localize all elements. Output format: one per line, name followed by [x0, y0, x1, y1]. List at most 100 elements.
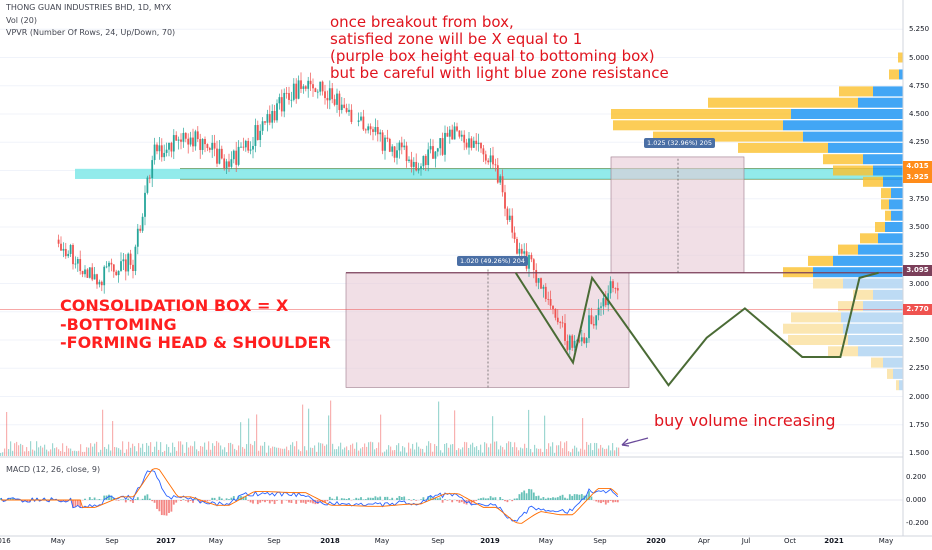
candle-body: [273, 111, 276, 121]
candle-body: [60, 243, 62, 251]
candle-body: [192, 137, 194, 147]
macd-histogram-bar: [129, 500, 132, 502]
volume-bar: [168, 446, 170, 456]
macd-indicator-label[interactable]: MACD (12, 26, close, 9): [6, 465, 101, 474]
volume-bar: [566, 441, 568, 456]
candle-body: [288, 93, 290, 100]
macd-histogram-bar: [520, 492, 523, 500]
candle-body: [403, 145, 406, 148]
macd-histogram-bar: [189, 500, 192, 501]
candle-body: [554, 308, 557, 318]
volume-bar: [122, 441, 124, 456]
volume-bar: [148, 445, 150, 456]
candle-body: [324, 91, 326, 99]
candle-body: [345, 107, 348, 112]
volume-bar: [498, 449, 500, 456]
candle-body: [518, 248, 521, 254]
macd-histogram-bar: [432, 498, 434, 500]
volume-bar: [190, 445, 192, 456]
macd-histogram-bar: [328, 496, 331, 500]
candle-body: [280, 97, 283, 112]
macd-histogram-bar: [326, 500, 329, 502]
vpvr-down-bar: [828, 346, 858, 357]
volume-bar: [126, 449, 128, 456]
price-tick-label: 5.250: [909, 25, 930, 34]
candle-body: [242, 146, 245, 148]
volume-bar: [28, 451, 30, 456]
macd-histogram-bar: [612, 500, 614, 503]
volume-bar: [128, 441, 130, 456]
volume-bar: [56, 447, 58, 456]
volume-bar: [374, 449, 376, 456]
candle-body: [295, 83, 298, 99]
macd-histogram-bar: [242, 496, 245, 500]
vpvr-up-bar: [893, 368, 903, 379]
candle-body: [544, 286, 547, 299]
volume-bar: [358, 450, 360, 456]
candle-body: [585, 338, 588, 344]
candle-body: [602, 298, 605, 307]
candle-body: [333, 99, 336, 105]
candle-body: [564, 323, 566, 341]
macd-histogram-bar: [357, 498, 360, 500]
macd-histogram-bar: [444, 499, 446, 500]
volume-bar: [612, 443, 614, 456]
volume-bar: [58, 449, 60, 456]
candle-body: [350, 109, 353, 122]
volume-bar: [188, 447, 190, 456]
macd-histogram-bar: [364, 499, 367, 500]
macd-histogram-bar: [578, 494, 581, 500]
macd-histogram-bar: [331, 498, 334, 500]
candle-body: [372, 129, 374, 132]
volume-bar: [290, 444, 292, 456]
volume-bar: [578, 451, 580, 456]
candle-body: [396, 150, 398, 158]
volume-bar: [182, 444, 184, 456]
volume-bar: [590, 443, 592, 456]
candle-body: [494, 164, 497, 166]
macd-histogram-bar: [343, 498, 346, 500]
macd-histogram-bar: [108, 494, 110, 500]
volume-bar: [346, 446, 348, 456]
macd-histogram-bar: [266, 500, 269, 501]
candle-body: [523, 251, 526, 254]
vol-indicator-label[interactable]: Vol (20): [6, 16, 37, 25]
candle-body: [571, 335, 574, 348]
candle-body: [472, 140, 475, 148]
candle-body: [340, 104, 343, 111]
volume-bar: [226, 452, 228, 456]
volume-bar: [426, 445, 428, 456]
candle-body: [616, 288, 619, 291]
macd-histogram-bar: [271, 500, 274, 502]
measure-label-2: 1.025 (32.96%) 205: [644, 138, 716, 148]
volume-bar: [62, 443, 64, 456]
vpvr-down-bar: [875, 222, 885, 232]
volume-bar: [116, 447, 118, 456]
volume-bar: [166, 444, 168, 456]
volume-bar: [292, 442, 294, 456]
macd-histogram-bar: [460, 500, 463, 503]
volume-bar: [526, 447, 528, 456]
volume-bar: [396, 445, 398, 456]
macd-histogram-bar: [504, 500, 506, 502]
volume-bar: [474, 447, 476, 456]
candle-body: [556, 317, 559, 323]
vpvr-up-bar: [833, 255, 903, 266]
volume-bar: [450, 444, 452, 456]
vpvr-indicator-label[interactable]: VPVR (Number Of Rows, 24, Up/Down, 70): [6, 28, 176, 37]
volume-bar: [118, 448, 120, 456]
volume-bar: [576, 447, 578, 456]
candle-body: [194, 131, 197, 147]
time-tick-label: 2020: [646, 537, 666, 545]
volume-bar: [192, 446, 194, 456]
time-tick-label: May: [50, 537, 66, 545]
candle-body: [144, 192, 146, 217]
macd-histogram-bar: [355, 497, 358, 500]
candle-body: [331, 88, 334, 100]
macd-histogram-bar: [252, 500, 254, 504]
vpvr-down-bar: [653, 131, 803, 142]
candle-body: [309, 80, 312, 85]
candle-body: [163, 152, 166, 158]
candle-body: [285, 92, 288, 94]
